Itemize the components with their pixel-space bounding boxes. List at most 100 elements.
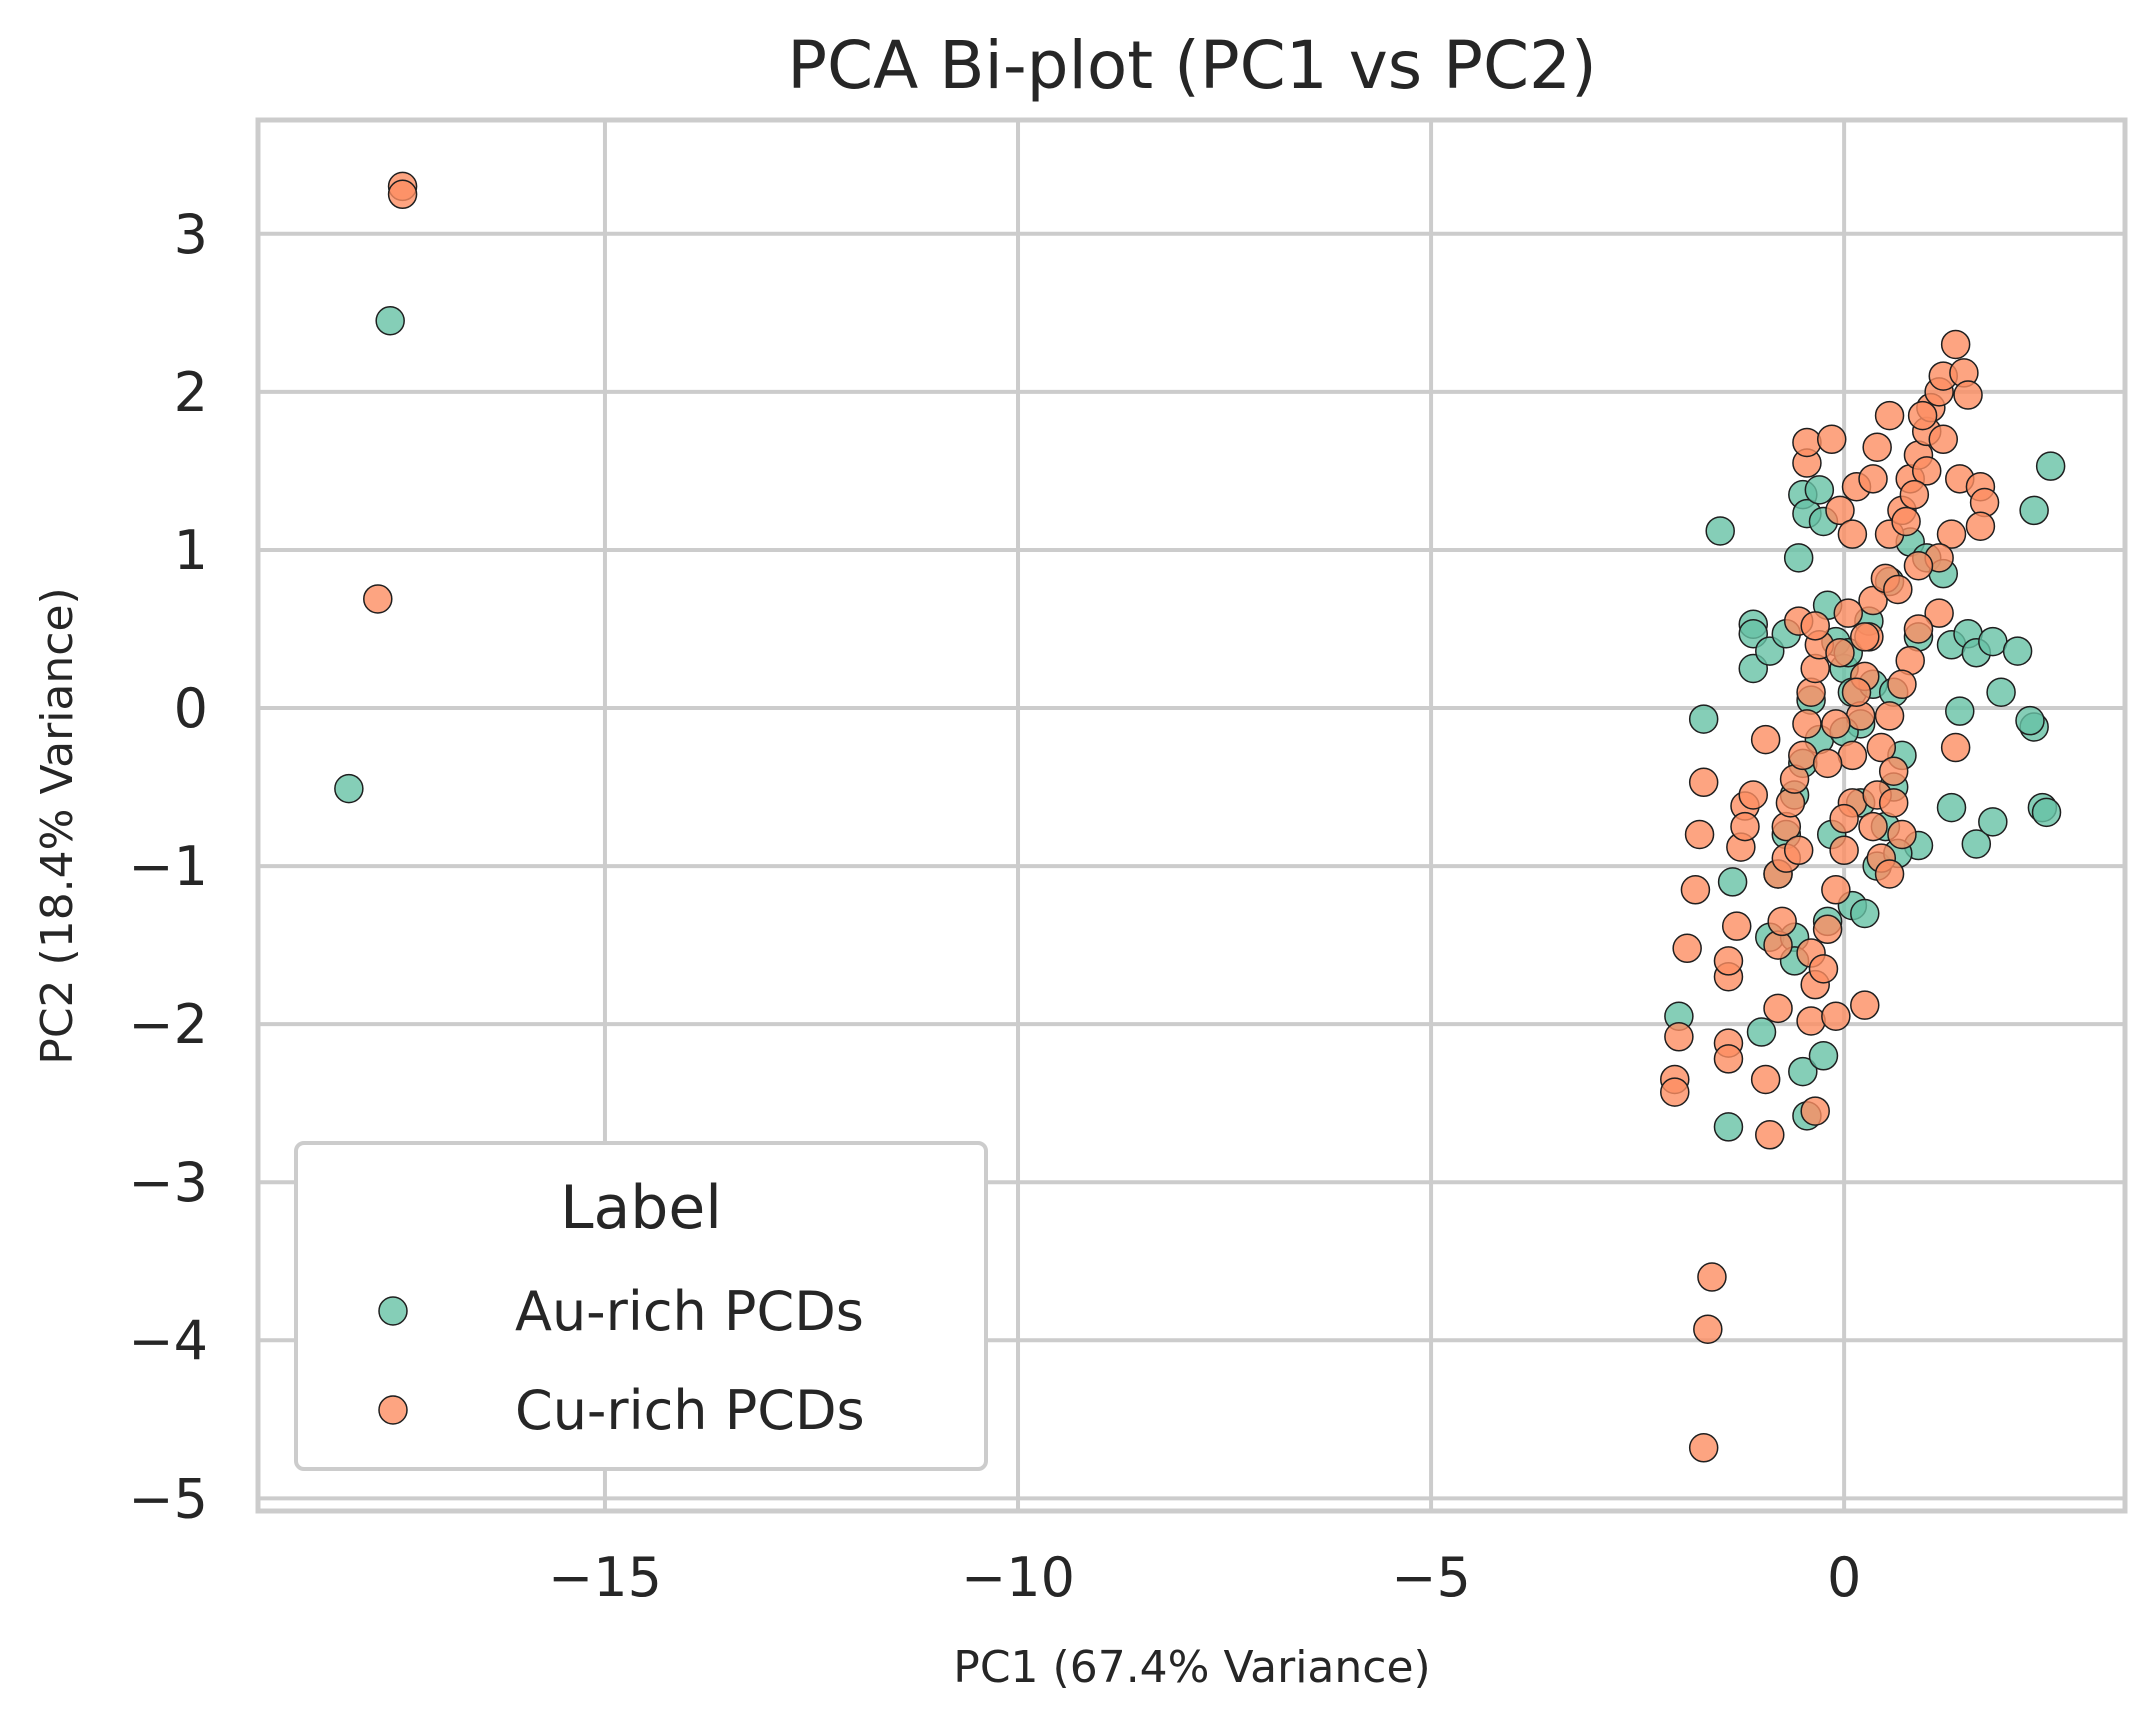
data-point	[363, 584, 393, 614]
data-point	[1821, 875, 1851, 905]
data-point	[1858, 585, 1888, 616]
data-point	[1763, 993, 1793, 1024]
data-point	[1788, 740, 1818, 771]
y-tick-label: −4	[128, 1309, 208, 1372]
data-point	[1688, 1433, 1719, 1463]
data-point	[1887, 819, 1917, 850]
data-point	[1899, 479, 1930, 510]
data-point	[1717, 867, 1748, 897]
data-point	[1874, 400, 1905, 431]
data-point	[1713, 1044, 1744, 1074]
data-point	[1874, 701, 1905, 731]
data-point	[1721, 911, 1752, 941]
data-point	[1693, 1314, 1723, 1344]
legend-box	[294, 1141, 988, 1471]
data-point	[1874, 859, 1905, 889]
data-point	[1850, 622, 1880, 652]
data-point	[1978, 626, 2008, 657]
data-point	[1986, 677, 2016, 707]
data-point	[1821, 1001, 1851, 1031]
data-point	[1911, 456, 1942, 486]
y-tick-label: 2	[174, 361, 208, 424]
data-point	[1945, 696, 1975, 726]
data-point	[2019, 495, 2049, 526]
data-point	[334, 773, 364, 804]
data-point	[1783, 835, 1814, 866]
data-point	[1713, 1112, 1744, 1142]
data-point	[1812, 748, 1843, 779]
data-point	[1688, 704, 1719, 734]
data-point	[1812, 914, 1843, 945]
data-point	[2035, 451, 2066, 481]
data-point	[1907, 400, 1938, 431]
data-point	[1965, 511, 1996, 541]
data-point	[1755, 1120, 1785, 1150]
data-point	[1850, 990, 1880, 1020]
data-point	[1738, 780, 1769, 810]
data-point	[1750, 724, 1781, 755]
data-point	[1783, 543, 1814, 573]
y-tick-label: −3	[128, 1151, 208, 1214]
series-cu-rich	[363, 171, 2000, 1463]
data-point	[1825, 637, 1855, 668]
data-point	[387, 179, 418, 210]
y-tick-label: −1	[128, 835, 208, 898]
data-point	[2002, 636, 2033, 666]
data-point	[1750, 1064, 1781, 1095]
data-point	[1878, 756, 1909, 786]
data-point	[1746, 1017, 1777, 1047]
data-point	[1792, 427, 1822, 458]
y-tick-label: −5	[128, 1467, 208, 1530]
data-point	[1903, 614, 1934, 644]
data-point	[1850, 898, 1880, 929]
data-point	[1808, 1041, 1839, 1071]
data-point	[375, 305, 405, 336]
data-point	[1858, 811, 1888, 842]
data-point	[1660, 1077, 1690, 1107]
data-point	[1841, 677, 1872, 707]
data-point	[1953, 380, 1983, 410]
data-point	[1829, 803, 1859, 834]
data-point	[1891, 506, 1921, 537]
legend-marker-au-rich	[378, 1296, 408, 1326]
legend-label-cu-rich: Cu-rich PCDs	[515, 1379, 865, 1442]
data-point	[1800, 611, 1830, 641]
scatter-points	[334, 171, 2066, 1463]
data-point	[1940, 732, 1971, 763]
data-point	[1821, 709, 1851, 739]
y-tick-label: 3	[174, 203, 208, 266]
data-point	[1672, 933, 1702, 964]
y-tick-label: −2	[128, 993, 208, 1056]
data-point	[1688, 767, 1719, 798]
x-tick-label: −10	[961, 1546, 1075, 1609]
data-point	[1816, 424, 1847, 455]
data-point	[1936, 519, 1967, 549]
data-point	[1903, 551, 1934, 581]
data-point	[1796, 1006, 1826, 1036]
data-point	[1697, 1262, 1727, 1292]
data-point	[1940, 329, 1971, 360]
plot-frame	[255, 117, 2128, 1514]
legend-title: Label	[560, 1173, 722, 1243]
data-point	[1887, 669, 1917, 700]
data-point	[1858, 464, 1888, 494]
legend-marker-cu-rich	[378, 1395, 408, 1425]
data-point	[1862, 432, 1892, 462]
data-point	[1936, 792, 1967, 823]
data-point	[1684, 819, 1715, 850]
data-point	[1837, 519, 1868, 549]
data-point	[1713, 946, 1744, 976]
legend-label-au-rich: Au-rich PCDs	[515, 1280, 864, 1343]
data-point	[1825, 495, 1855, 526]
data-point	[1978, 807, 2008, 837]
data-point	[1788, 1056, 1818, 1087]
data-point	[1878, 788, 1909, 818]
data-point	[1928, 424, 1959, 455]
data-point	[1961, 829, 1992, 859]
y-axis-label: PC2 (18.4% Variance)	[32, 587, 83, 1064]
data-point	[1804, 475, 1835, 505]
x-axis-label: PC1 (67.4% Variance)	[953, 1642, 1430, 1693]
y-tick-label: 1	[174, 519, 208, 582]
data-point	[2031, 797, 2062, 828]
